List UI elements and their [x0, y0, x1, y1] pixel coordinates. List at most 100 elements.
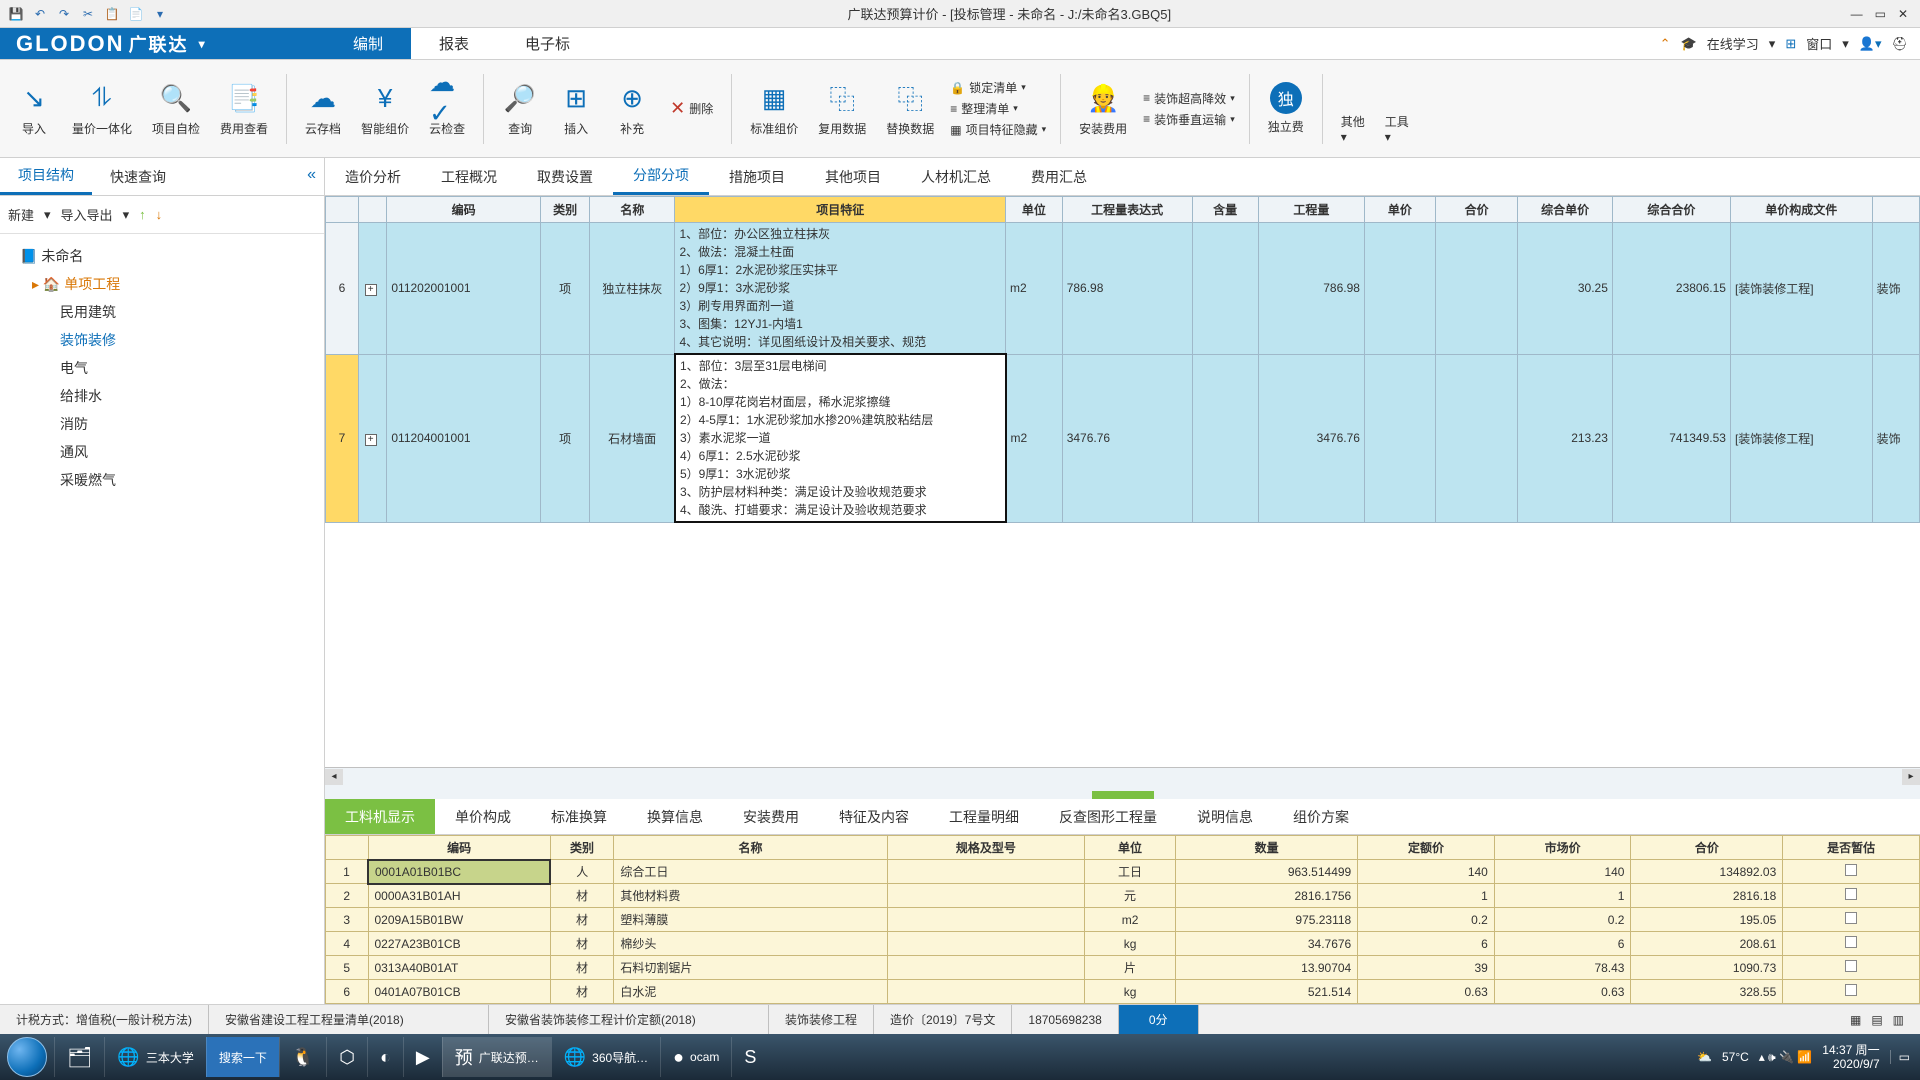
show-desktop[interactable]: ▭ — [1890, 1050, 1910, 1064]
bot-tab-4[interactable]: 安装费用 — [723, 799, 819, 834]
tree-root[interactable]: 📘 未命名 — [4, 242, 320, 270]
tree-leaf-0[interactable]: 民用建筑 — [4, 298, 320, 326]
bot-tab-9[interactable]: 组价方案 — [1273, 799, 1369, 834]
tab-quick-query[interactable]: 快速查询 — [92, 158, 184, 195]
tb-glodon[interactable]: 预广联达预… — [442, 1037, 551, 1077]
tb-app1[interactable]: ◐ — [367, 1037, 403, 1077]
rp-tab-3[interactable]: 分部分项 — [613, 158, 709, 195]
scroll-left-icon[interactable]: ◂ — [325, 769, 343, 785]
qat-more-icon[interactable]: ▾ — [152, 6, 168, 22]
paste-icon[interactable]: 📄 — [128, 6, 144, 22]
sort-list[interactable]: ≡整理清单 ▾ — [950, 100, 1046, 117]
tab-project-structure[interactable]: 项目结构 — [0, 158, 92, 195]
tree-leaf-3[interactable]: 给排水 — [4, 382, 320, 410]
view1-icon[interactable]: ▦ — [1850, 1013, 1861, 1027]
tree-project[interactable]: ▸ 🏠 单项工程 — [4, 270, 320, 298]
tb-video[interactable]: ▶ — [403, 1037, 442, 1077]
estimate-checkbox[interactable] — [1845, 864, 1857, 876]
smart-price-button[interactable]: ¥智能组价 — [353, 78, 417, 139]
rp-tab-5[interactable]: 其他项目 — [805, 158, 901, 195]
cloud-save-button[interactable]: ☁云存档 — [297, 78, 349, 139]
estimate-checkbox[interactable] — [1845, 984, 1857, 996]
bot-tab-2[interactable]: 标准换算 — [531, 799, 627, 834]
redo-icon[interactable]: ↷ — [56, 6, 72, 22]
tb-360[interactable]: 🌐360导航… — [551, 1037, 660, 1077]
main-grid[interactable]: 编码类别名称项目特征单位工程量表达式含量工程量单价合价综合单价综合合价单价构成文… — [325, 196, 1920, 523]
reuse-button[interactable]: ⿻复用数据 — [810, 78, 874, 139]
undo-icon[interactable]: ↶ — [32, 6, 48, 22]
scroll-right-icon[interactable]: ▸ — [1902, 769, 1920, 785]
tray-weather-icon[interactable]: ⛅ — [1697, 1050, 1712, 1064]
maximize-icon[interactable]: ▭ — [1875, 7, 1886, 21]
rp-tab-6[interactable]: 人材机汇总 — [901, 158, 1011, 195]
cloud-check-button[interactable]: ☁✓云检查 — [421, 78, 473, 139]
splitter[interactable] — [325, 785, 1920, 799]
tree-leaf-1[interactable]: 装饰装修 — [4, 326, 320, 354]
start-button[interactable] — [0, 1034, 54, 1080]
rp-tab-7[interactable]: 费用汇总 — [1011, 158, 1107, 195]
replace-button[interactable]: ⿻替换数据 — [878, 78, 942, 139]
menu-tab-2[interactable]: 电子标 — [497, 28, 598, 59]
install-fee-button[interactable]: 👷安装费用 — [1071, 78, 1135, 139]
tb-baidu[interactable]: ⬡ — [326, 1037, 367, 1077]
copy-icon[interactable]: 📋 — [104, 6, 120, 22]
rp-tab-0[interactable]: 造价分析 — [325, 158, 421, 195]
query-button[interactable]: 🔎查询 — [494, 78, 546, 139]
tb-explorer[interactable]: 🗂 — [54, 1037, 104, 1077]
minimize-icon[interactable]: — — [1851, 7, 1863, 21]
fee-view-button[interactable]: 📑费用查看 — [212, 78, 276, 139]
deco-vert[interactable]: ≡装饰垂直运输 ▾ — [1143, 111, 1235, 128]
bottom-grid[interactable]: 编码类别名称规格及型号单位数量定额价市场价合价是否暂估10001A01B01BC… — [325, 835, 1920, 1004]
menu-window[interactable]: 窗口 — [1806, 34, 1832, 53]
supplement-button[interactable]: ⊕补充 — [606, 78, 658, 139]
menu-study[interactable]: 在线学习 — [1707, 34, 1759, 53]
bot-tab-1[interactable]: 单价构成 — [435, 799, 531, 834]
tree-leaf-2[interactable]: 电气 — [4, 354, 320, 382]
cut-icon[interactable]: ✂ — [80, 6, 96, 22]
chevron-up-icon[interactable]: ⌃ — [1660, 36, 1671, 52]
estimate-checkbox[interactable] — [1845, 912, 1857, 924]
h-scrollbar[interactable]: ◂ ▸ — [325, 767, 1920, 785]
estimate-checkbox[interactable] — [1845, 936, 1857, 948]
view2-icon[interactable]: ▤ — [1871, 1013, 1882, 1027]
estimate-checkbox[interactable] — [1845, 960, 1857, 972]
status-score[interactable]: 0分 — [1119, 1005, 1199, 1034]
bot-tab-6[interactable]: 工程量明细 — [929, 799, 1039, 834]
view3-icon[interactable]: ▥ — [1893, 1013, 1904, 1027]
std-price-button[interactable]: ▦标准组价 — [742, 78, 806, 139]
bot-tab-7[interactable]: 反查图形工程量 — [1039, 799, 1177, 834]
user-icon[interactable]: 👤▾ — [1859, 36, 1882, 52]
close-icon[interactable]: ✕ — [1898, 7, 1908, 21]
bot-tab-3[interactable]: 换算信息 — [627, 799, 723, 834]
hide-feature[interactable]: ▦项目特征隐藏 ▾ — [950, 121, 1046, 138]
tree-leaf-4[interactable]: 消防 — [4, 410, 320, 438]
selfcheck-button[interactable]: 🔍项目自检 — [144, 78, 208, 139]
tree-leaf-5[interactable]: 通风 — [4, 438, 320, 466]
integrate-button[interactable]: ⥮量价一体化 — [64, 78, 140, 139]
indep-fee-button[interactable]: 独独立费 — [1260, 80, 1312, 137]
menu-tab-0[interactable]: 编制 — [325, 28, 411, 59]
insert-button[interactable]: ⊞插入 — [550, 78, 602, 139]
expand-icon[interactable]: + — [365, 284, 377, 296]
move-up-icon[interactable]: ↑ — [139, 207, 146, 222]
tb-search[interactable]: 搜索一下 — [206, 1037, 279, 1077]
tool-button[interactable]: 工具▾ — [1377, 71, 1417, 146]
bot-tab-8[interactable]: 说明信息 — [1177, 799, 1273, 834]
import-export-button[interactable]: 导入导出 — [61, 205, 113, 224]
import-button[interactable]: ↘导入 — [8, 78, 60, 139]
rp-tab-2[interactable]: 取费设置 — [517, 158, 613, 195]
menu-tab-1[interactable]: 报表 — [411, 28, 497, 59]
tb-ocam[interactable]: ●ocam — [660, 1037, 731, 1077]
logo-dropdown-icon[interactable]: ▾ — [199, 37, 207, 51]
save-icon[interactable]: 💾 — [8, 6, 24, 22]
tb-browser[interactable]: 🌐三本大学 — [104, 1037, 205, 1077]
other-button[interactable]: 其他▾ — [1333, 71, 1373, 146]
rp-tab-1[interactable]: 工程概况 — [421, 158, 517, 195]
expand-icon[interactable]: + — [365, 434, 377, 446]
tray-icons[interactable]: ▴ 🕪 🔌 📶 — [1759, 1050, 1812, 1065]
new-button[interactable]: 新建 — [8, 205, 34, 224]
lock-list[interactable]: 🔒锁定清单 ▾ — [950, 79, 1046, 96]
delete-button[interactable]: ✕删除 — [662, 96, 721, 121]
move-down-icon[interactable]: ↓ — [156, 207, 163, 222]
tb-qq[interactable]: 🐧 — [279, 1037, 326, 1077]
